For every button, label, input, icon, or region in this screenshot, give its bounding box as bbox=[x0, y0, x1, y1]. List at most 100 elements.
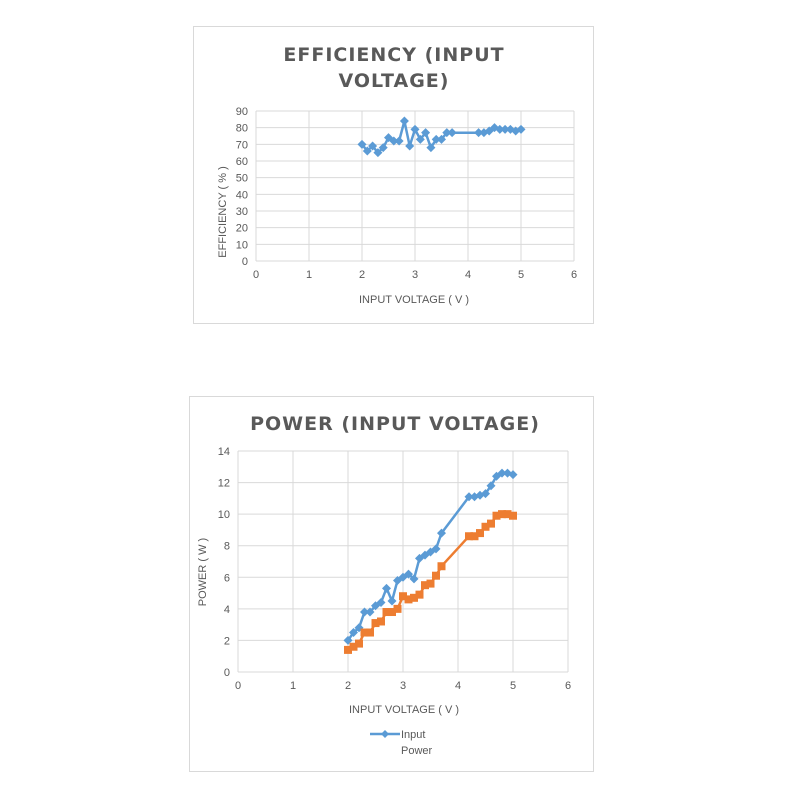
y-tick-label: 50 bbox=[236, 173, 248, 185]
x-tick-label: 3 bbox=[400, 680, 406, 692]
data-point bbox=[377, 617, 385, 626]
data-point bbox=[437, 562, 446, 571]
efficiency-grid bbox=[255, 110, 575, 262]
x-tick-label: 3 bbox=[412, 269, 418, 281]
x-tick-label: 2 bbox=[345, 680, 351, 692]
y-tick-label: 70 bbox=[236, 139, 248, 151]
x-tick-label: 6 bbox=[571, 269, 577, 281]
data-point bbox=[404, 595, 413, 604]
data-point bbox=[344, 645, 352, 654]
data-point bbox=[474, 128, 484, 138]
efficiency-series bbox=[357, 116, 526, 158]
data-point bbox=[505, 124, 515, 134]
data-point bbox=[382, 608, 391, 617]
data-point bbox=[371, 619, 380, 628]
data-point bbox=[495, 124, 505, 134]
y-tick-label: 0 bbox=[224, 667, 230, 679]
data-point bbox=[498, 510, 506, 519]
data-point bbox=[355, 639, 363, 648]
y-tick-label: 8 bbox=[224, 541, 230, 553]
data-point bbox=[393, 604, 402, 613]
data-point bbox=[349, 628, 358, 638]
data-point bbox=[509, 511, 517, 520]
data-point bbox=[404, 569, 413, 579]
data-point bbox=[410, 124, 420, 134]
data-point bbox=[349, 642, 358, 651]
data-point bbox=[426, 143, 436, 153]
chart-title: POWER (INPUT VOLTAGE) bbox=[250, 413, 540, 435]
power-chart: POWER (INPUT VOLTAGE) 0 2 4 6 8 10 12 14 0 1 2 3 4 5 6… bbox=[189, 396, 594, 772]
data-point bbox=[360, 628, 369, 637]
y-tick-label: 6 bbox=[224, 572, 230, 584]
data-point bbox=[503, 510, 512, 519]
y-axis-label: POWER ( W ) bbox=[197, 538, 209, 606]
data-point bbox=[362, 146, 372, 156]
series-line-input bbox=[346, 471, 514, 642]
data-point bbox=[492, 511, 501, 520]
data-point bbox=[357, 139, 367, 149]
data-point bbox=[376, 598, 386, 608]
y-tick-label: 2 bbox=[224, 635, 230, 647]
data-point bbox=[409, 574, 419, 584]
y-tick-label: 40 bbox=[236, 189, 248, 201]
data-point bbox=[470, 532, 479, 541]
legend: Input Power bbox=[370, 729, 433, 757]
data-point bbox=[373, 148, 383, 158]
efficiency-chart: EFFICIENCY (INPUT VOLTAGE) 0 10 20 30 40 50 60… bbox=[193, 26, 594, 324]
data-point bbox=[368, 141, 378, 151]
y-tick-label: 14 bbox=[218, 446, 230, 458]
efficiency-chart-svg: EFFICIENCY (INPUT VOLTAGE) 0102030405060… bbox=[217, 44, 577, 306]
x-tick-label: 5 bbox=[518, 269, 524, 281]
x-tick-label: 6 bbox=[565, 680, 571, 692]
data-point bbox=[465, 532, 473, 541]
data-point bbox=[415, 590, 424, 599]
data-point bbox=[421, 581, 429, 590]
x-tick-label: 1 bbox=[306, 269, 312, 281]
data-point bbox=[415, 134, 425, 144]
data-point bbox=[366, 628, 374, 637]
x-tick-label: 4 bbox=[465, 269, 471, 281]
data-point bbox=[388, 608, 396, 617]
data-point bbox=[497, 468, 507, 478]
power-grid bbox=[237, 450, 569, 673]
chart-title-line-2: VOLTAGE) bbox=[339, 70, 450, 92]
x-axis-label: INPUT VOLTAGE ( V ) bbox=[349, 704, 459, 716]
data-point bbox=[476, 529, 484, 538]
data-point bbox=[437, 134, 446, 144]
data-point bbox=[399, 592, 407, 601]
y-tick-label: 80 bbox=[236, 123, 248, 135]
data-point bbox=[360, 607, 369, 617]
data-point bbox=[500, 124, 510, 134]
data-point bbox=[365, 607, 375, 617]
data-point bbox=[447, 128, 457, 138]
data-point bbox=[382, 583, 391, 593]
data-point bbox=[516, 124, 526, 134]
data-point bbox=[431, 134, 441, 144]
data-point bbox=[479, 128, 489, 138]
data-point bbox=[508, 470, 518, 480]
data-point bbox=[415, 553, 424, 563]
y-tick-label: 12 bbox=[218, 478, 230, 490]
data-point bbox=[432, 571, 440, 580]
data-point bbox=[470, 492, 479, 502]
x-tick-label: 0 bbox=[253, 269, 259, 281]
legend-input-label: Input bbox=[401, 729, 425, 741]
y-tick-label: 60 bbox=[236, 156, 248, 168]
y-tick-label: 4 bbox=[224, 604, 230, 616]
data-point bbox=[405, 141, 415, 151]
y-axis-label: EFFICIENCY ( % ) bbox=[217, 166, 229, 257]
x-tick-label: 4 bbox=[455, 680, 461, 692]
legend-input-marker bbox=[381, 730, 389, 738]
data-point bbox=[389, 136, 399, 146]
y-tick-label: 10 bbox=[236, 239, 248, 251]
data-point bbox=[503, 468, 512, 478]
data-point bbox=[464, 492, 474, 502]
data-point bbox=[387, 596, 397, 606]
data-point bbox=[487, 519, 495, 528]
data-point bbox=[481, 489, 490, 499]
data-point bbox=[343, 635, 353, 645]
efficiency-ticks: 0 10 20 30 40 50 60 70 80 90 0 1 2 3 4 5 6 bbox=[236, 106, 577, 281]
chart-title-line-1: EFFICIENCY (INPUT bbox=[283, 44, 504, 66]
y-tick-label: 10 bbox=[218, 509, 230, 521]
